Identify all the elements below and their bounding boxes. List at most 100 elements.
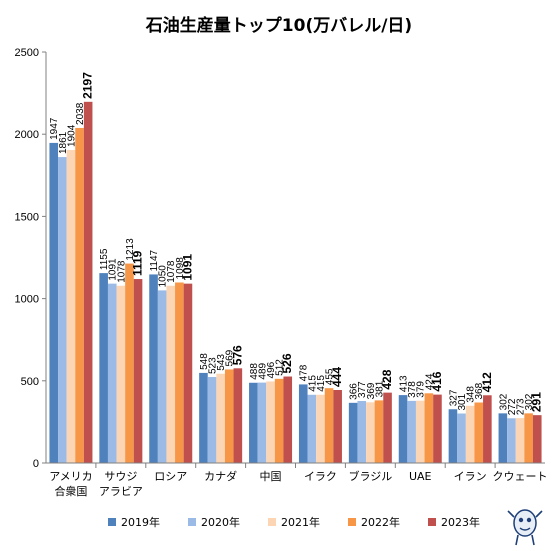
y-tick-label: 500 [21,376,39,388]
bar [366,402,375,463]
data-label: 377 [357,381,368,398]
data-label: 478 [299,364,310,381]
data-label: 1213 [125,238,136,261]
bar [99,273,108,463]
bar [249,382,258,463]
data-label: 369 [366,382,377,399]
bar [457,413,466,463]
bar [207,377,217,463]
bar [257,382,267,463]
data-label: 1050 [158,265,169,288]
bar [175,282,184,463]
data-label: 512 [275,359,286,376]
legend-label: 2023年 [441,515,480,529]
bar [183,283,193,463]
data-label: 576 [230,345,244,365]
y-tick-label: 1000 [15,294,39,306]
bar [133,279,143,463]
data-label: 1091 [180,254,194,281]
data-label: 302 [498,393,509,410]
bar [483,395,492,463]
bar [58,157,67,463]
bar [224,369,234,463]
data-label: 1947 [49,117,60,140]
data-label: 415 [307,375,318,392]
bar [216,373,225,463]
legend-swatch [268,518,276,526]
data-label: 1091 [108,258,119,281]
data-label: 428 [380,369,394,389]
bar [149,274,158,463]
bar [474,402,484,463]
legend-swatch [428,518,436,526]
data-label: 1098 [175,257,186,280]
data-label: 327 [448,389,459,406]
data-label: 348 [466,386,477,403]
data-label: 424 [424,373,435,390]
data-label: 273 [516,398,527,415]
x-category-label: ロシア [154,470,187,483]
data-label: 2038 [75,102,86,125]
x-category-label: イラン [454,470,487,483]
legend-swatch [108,518,116,526]
bar [316,394,325,463]
data-label: 412 [480,372,494,392]
bar [199,372,208,463]
data-label: 489 [257,362,268,379]
x-category-label: アメリカ [49,470,92,483]
x-category-label: クウェート [493,470,548,483]
bar [383,392,392,463]
bar [398,395,408,463]
x-category-label: イラク [304,470,337,483]
bar [157,290,167,463]
bar [415,400,425,463]
data-label: 1155 [99,248,110,270]
data-label: 366 [349,383,360,400]
y-tick-label: 0 [33,458,39,470]
data-label: 378 [407,381,418,398]
data-label: 526 [280,353,294,373]
bar [83,101,93,463]
legend-label: 2021年 [281,515,320,529]
bar [266,381,275,463]
legend-label: 2022年 [361,515,400,529]
x-category-label: UAE [409,470,432,483]
data-label: 379 [416,381,427,398]
y-tick-label: 2000 [15,129,39,141]
data-label: 302 [524,393,535,410]
bar [507,418,516,463]
data-label: 1078 [116,260,127,283]
bar [274,378,284,463]
bar [407,400,416,463]
bar [298,384,308,463]
data-label: 444 [330,367,344,387]
bar [233,368,243,463]
data-label: 381 [374,380,385,397]
x-category-label: 中国 [260,470,282,483]
data-label: 1078 [166,260,177,283]
x-category-label: ブラジル [348,469,392,483]
legend-swatch [348,518,356,526]
x-category-label: サウジ [104,470,137,483]
data-label: 523 [208,357,219,374]
data-label: 1119 [131,250,145,276]
data-label: 548 [199,353,210,370]
bar [307,394,317,463]
bar [333,390,342,463]
x-category-label: カナダ [204,469,237,483]
legend-swatch [188,518,196,526]
mascot-illustration [507,509,543,546]
bar [125,263,134,463]
bar [357,401,367,463]
data-label: 416 [430,371,444,391]
data-label: 1904 [66,124,77,147]
data-label: 272 [507,398,518,415]
y-tick-label: 1500 [15,211,39,223]
bar [448,409,458,463]
data-label: 291 [530,392,544,412]
data-label: 569 [225,349,236,366]
bar [424,393,434,463]
data-label: 2197 [81,72,95,99]
bar [75,127,84,464]
